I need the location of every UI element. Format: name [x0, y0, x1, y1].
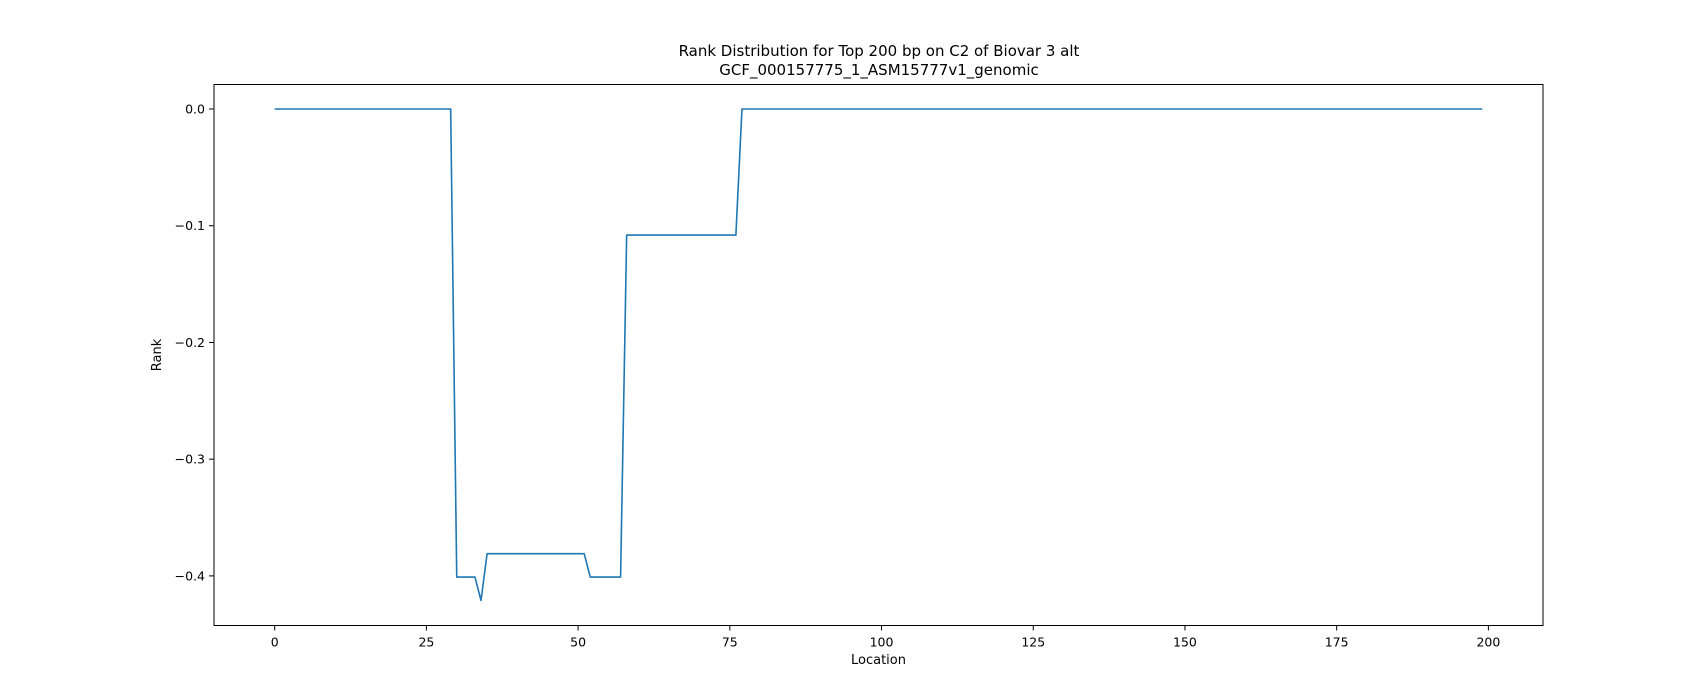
y-axis: 0.0 −0.1 −0.2 −0.3 −0.4	[175, 102, 214, 583]
series-line	[274, 108, 1483, 602]
x-axis-label: Location	[851, 653, 906, 668]
x-tick-label: 100	[870, 635, 894, 650]
x-tick-label: 175	[1325, 635, 1349, 650]
x-tick-label: 25	[418, 635, 434, 650]
plot-area-frame	[213, 84, 1544, 626]
y-tick-label: −0.2	[175, 335, 205, 350]
x-tick-label: 0	[271, 635, 279, 650]
y-tick-label: −0.4	[175, 568, 205, 583]
chart-title: Rank Distribution for Top 200 bp on C2 o…	[679, 42, 1080, 60]
y-tick-label: 0.0	[185, 102, 205, 117]
series-layer	[274, 108, 1483, 602]
x-tick-label: 50	[570, 635, 586, 650]
x-tick-label: 125	[1021, 635, 1045, 650]
x-axis: 0 25 50 75 100 125 150 175 200	[271, 625, 1500, 650]
x-tick-label: 150	[1173, 635, 1197, 650]
y-tick-label: −0.3	[175, 452, 205, 467]
y-tick-label: −0.1	[175, 218, 205, 233]
y-axis-label: Rank	[150, 338, 165, 371]
chart-subtitle: GCF_000157775_1_ASM15777v1_genomic	[719, 61, 1038, 80]
x-tick-label: 75	[722, 635, 738, 650]
x-tick-label: 200	[1476, 635, 1500, 650]
